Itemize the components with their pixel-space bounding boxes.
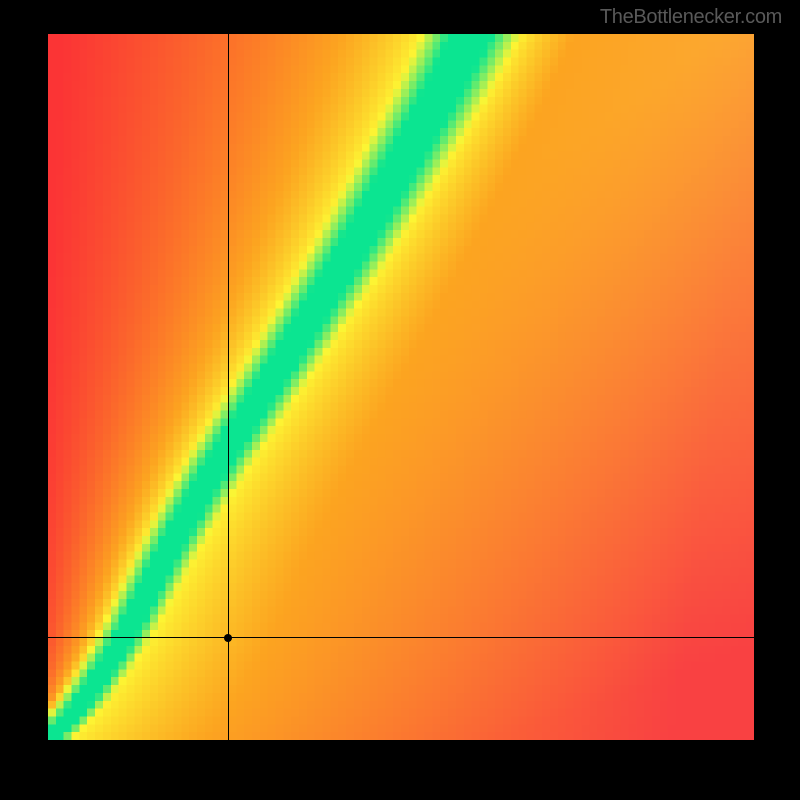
- crosshair-marker: [224, 634, 232, 642]
- heatmap-plot: [48, 34, 754, 740]
- watermark-text: TheBottlenecker.com: [600, 6, 782, 29]
- heatmap-canvas: [48, 34, 754, 740]
- crosshair-horizontal: [48, 637, 754, 638]
